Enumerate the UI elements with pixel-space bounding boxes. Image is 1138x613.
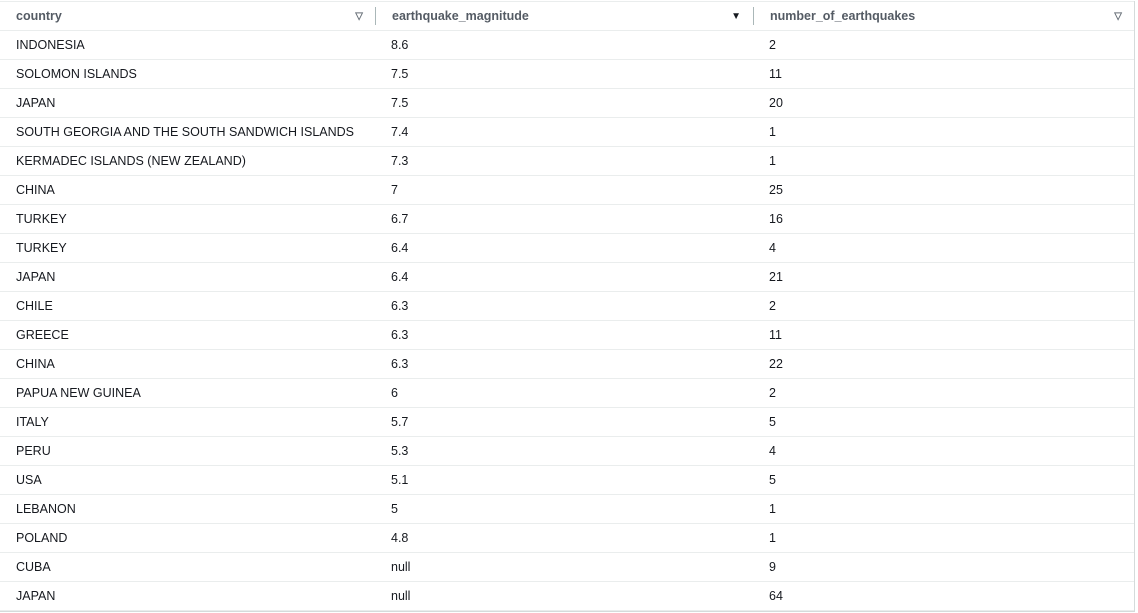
cell-country: LEBANON <box>16 502 76 516</box>
table-row: TURKEY 6.7 16 <box>0 205 1134 234</box>
cell-earthquake-magnitude: 7.5 <box>391 67 409 81</box>
sort-triangle-outline-icon[interactable]: ▽ <box>355 10 363 22</box>
cell-country: CHINA <box>16 183 55 197</box>
cell-earthquake-magnitude: 6.3 <box>391 328 409 342</box>
cell-number-of-earthquakes: 2 <box>769 299 776 313</box>
table-row: SOLOMON ISLANDS 7.5 11 <box>0 60 1134 89</box>
cell-number-of-earthquakes: 11 <box>769 328 782 342</box>
table-row: CUBA null 9 <box>0 553 1134 582</box>
column-header-country[interactable]: country ▽ <box>0 2 375 30</box>
cell-number-of-earthquakes: 2 <box>769 38 776 52</box>
cell-earthquake-magnitude: null <box>391 560 411 574</box>
table-row: JAPAN 6.4 21 <box>0 263 1134 292</box>
table-row: PERU 5.3 4 <box>0 437 1134 466</box>
table-row: INDONESIA 8.6 2 <box>0 31 1134 60</box>
cell-country: SOUTH GEORGIA AND THE SOUTH SANDWICH ISL… <box>16 125 355 139</box>
cell-earthquake-magnitude: 7.3 <box>391 154 409 168</box>
cell-country: PAPUA NEW GUINEA <box>16 386 141 400</box>
cell-earthquake-magnitude: 6.4 <box>391 270 409 284</box>
cell-country: CHINA <box>16 357 55 371</box>
table-row: JAPAN null 64 <box>0 582 1134 611</box>
cell-earthquake-magnitude: 7.4 <box>391 125 409 139</box>
column-header-earthquake-magnitude[interactable]: earthquake_magnitude ▼ <box>375 7 753 25</box>
sort-triangle-outline-icon[interactable]: ▽ <box>1114 10 1122 22</box>
cell-earthquake-magnitude: 4.8 <box>391 531 409 545</box>
cell-number-of-earthquakes: 64 <box>769 589 783 603</box>
cell-country: JAPAN <box>16 589 56 603</box>
cell-number-of-earthquakes: 1 <box>769 502 776 516</box>
table-row: KERMADEC ISLANDS (NEW ZEALAND) 7.3 1 <box>0 147 1134 176</box>
cell-earthquake-magnitude: null <box>391 589 411 603</box>
cell-number-of-earthquakes: 9 <box>769 560 776 574</box>
table-row: GREECE 6.3 11 <box>0 321 1134 350</box>
cell-number-of-earthquakes: 11 <box>769 67 782 81</box>
cell-number-of-earthquakes: 1 <box>769 531 776 545</box>
column-header-number-of-earthquakes[interactable]: number_of_earthquakes ▽ <box>753 7 1134 25</box>
table-row: SOUTH GEORGIA AND THE SOUTH SANDWICH ISL… <box>0 118 1134 147</box>
cell-earthquake-magnitude: 6.3 <box>391 299 409 313</box>
cell-earthquake-magnitude: 6.7 <box>391 212 409 226</box>
cell-number-of-earthquakes: 25 <box>769 183 783 197</box>
table-row: CHINA 6.3 22 <box>0 350 1134 379</box>
cell-country: JAPAN <box>16 96 56 110</box>
cell-earthquake-magnitude: 5.3 <box>391 444 409 458</box>
cell-earthquake-magnitude: 5.1 <box>391 473 409 487</box>
cell-number-of-earthquakes: 20 <box>769 96 783 110</box>
cell-number-of-earthquakes: 5 <box>769 415 776 429</box>
cell-number-of-earthquakes: 1 <box>769 125 776 139</box>
cell-country: SOLOMON ISLANDS <box>16 67 137 81</box>
cell-country: USA <box>16 473 42 487</box>
cell-country: PERU <box>16 444 51 458</box>
cell-number-of-earthquakes: 5 <box>769 473 776 487</box>
column-label: country <box>16 9 62 23</box>
table-row: LEBANON 5 1 <box>0 495 1134 524</box>
table-header: country ▽ earthquake_magnitude ▼ number_… <box>0 1 1134 31</box>
cell-number-of-earthquakes: 4 <box>769 444 776 458</box>
cell-number-of-earthquakes: 1 <box>769 154 776 168</box>
cell-earthquake-magnitude: 7.5 <box>391 96 409 110</box>
table-row: CHILE 6.3 2 <box>0 292 1134 321</box>
cell-number-of-earthquakes: 4 <box>769 241 776 255</box>
table-body: INDONESIA 8.6 2 SOLOMON ISLANDS 7.5 11 JAPAN 7.… <box>0 31 1134 611</box>
table-row: TURKEY 6.4 4 <box>0 234 1134 263</box>
cell-earthquake-magnitude: 8.6 <box>391 38 409 52</box>
table-row: ITALY 5.7 5 <box>0 408 1134 437</box>
table-row: CHINA 7 25 <box>0 176 1134 205</box>
cell-earthquake-magnitude: 6 <box>391 386 398 400</box>
cell-country: ITALY <box>16 415 49 429</box>
cell-earthquake-magnitude: 5 <box>391 502 398 516</box>
cell-country: CUBA <box>16 560 51 574</box>
column-label: earthquake_magnitude <box>392 9 529 23</box>
cell-earthquake-magnitude: 6.4 <box>391 241 409 255</box>
sort-triangle-filled-icon[interactable]: ▼ <box>731 10 741 22</box>
table-row: JAPAN 7.5 20 <box>0 89 1134 118</box>
cell-country: CHILE <box>16 299 53 313</box>
cell-earthquake-magnitude: 5.7 <box>391 415 409 429</box>
cell-number-of-earthquakes: 21 <box>769 270 783 284</box>
cell-number-of-earthquakes: 22 <box>769 357 783 371</box>
cell-country: GREECE <box>16 328 69 342</box>
cell-country: INDONESIA <box>16 38 85 52</box>
cell-country: JAPAN <box>16 270 56 284</box>
cell-country: TURKEY <box>16 212 67 226</box>
cell-country: KERMADEC ISLANDS (NEW ZEALAND) <box>16 154 246 168</box>
table-row: USA 5.1 5 <box>0 466 1134 495</box>
cell-number-of-earthquakes: 16 <box>769 212 783 226</box>
cell-earthquake-magnitude: 6.3 <box>391 357 409 371</box>
cell-earthquake-magnitude: 7 <box>391 183 398 197</box>
cell-number-of-earthquakes: 2 <box>769 386 776 400</box>
column-label: number_of_earthquakes <box>770 9 916 23</box>
table-row: PAPUA NEW GUINEA 6 2 <box>0 379 1134 408</box>
cell-country: POLAND <box>16 531 68 545</box>
cell-country: TURKEY <box>16 241 67 255</box>
table-row: POLAND 4.8 1 <box>0 524 1134 553</box>
